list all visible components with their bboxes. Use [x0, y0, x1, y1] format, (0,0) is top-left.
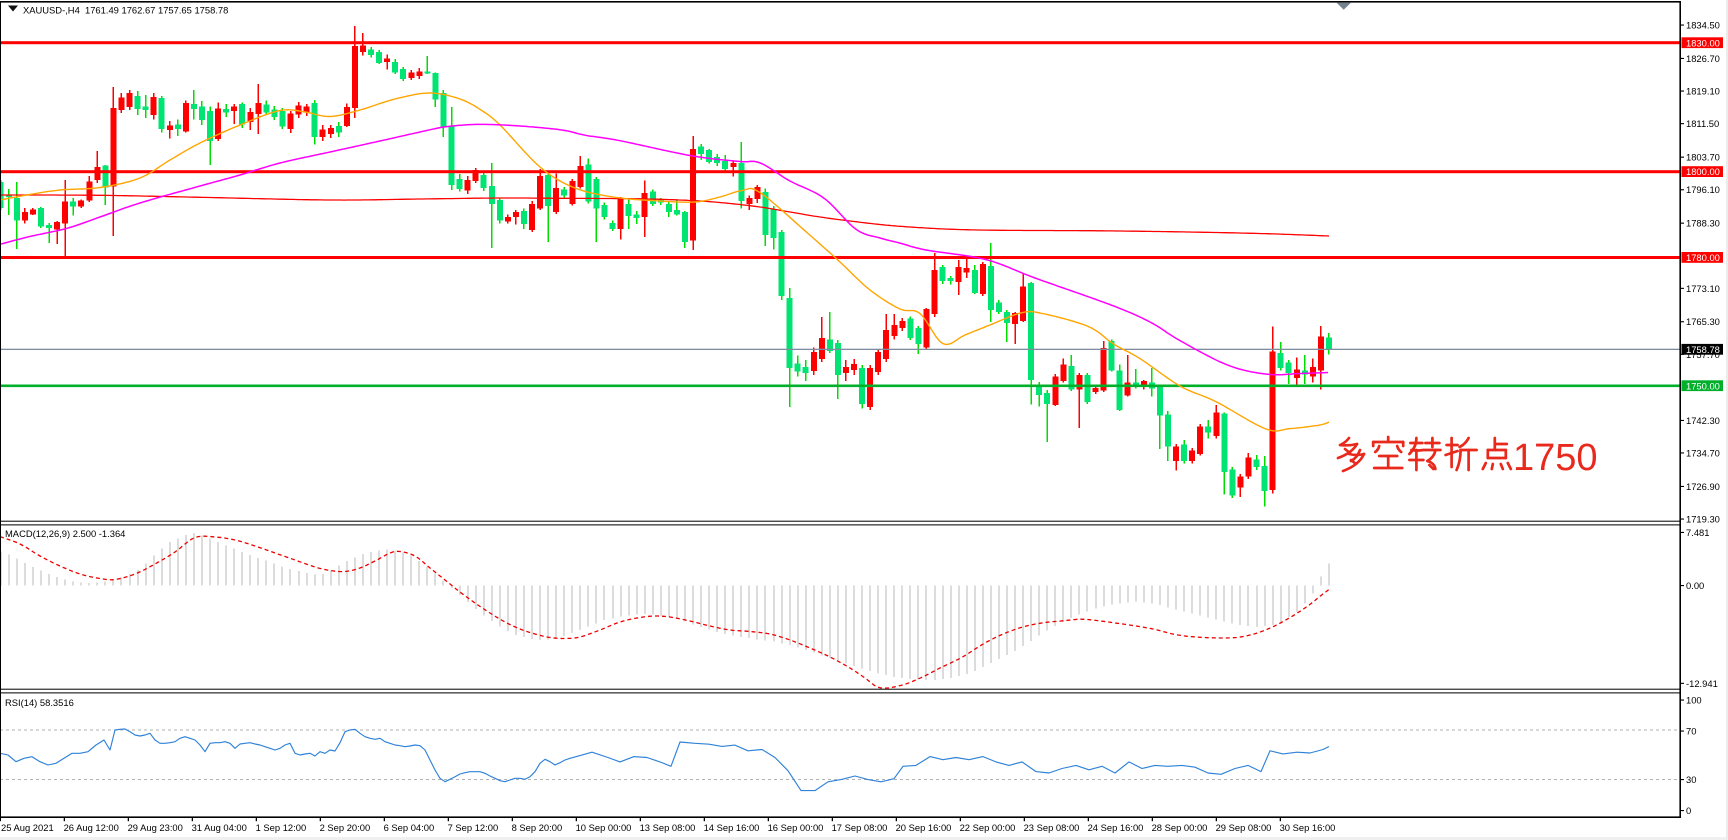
svg-text:100: 100	[1686, 695, 1702, 706]
svg-text:1788.30: 1788.30	[1686, 218, 1720, 229]
svg-text:1796.10: 1796.10	[1686, 184, 1720, 195]
svg-text:30: 30	[1686, 774, 1696, 785]
svg-text:1 Sep 12:00: 1 Sep 12:00	[256, 822, 307, 833]
svg-text:29 Aug 23:00: 29 Aug 23:00	[128, 822, 183, 833]
svg-text:1773.10: 1773.10	[1686, 283, 1720, 294]
svg-text:1742.30: 1742.30	[1686, 415, 1720, 426]
svg-text:1803.70: 1803.70	[1686, 152, 1720, 163]
svg-text:0.00: 0.00	[1686, 580, 1704, 591]
svg-text:6 Sep 04:00: 6 Sep 04:00	[384, 822, 435, 833]
svg-text:22 Sep 00:00: 22 Sep 00:00	[960, 822, 1016, 833]
svg-text:7 Sep 12:00: 7 Sep 12:00	[448, 822, 499, 833]
svg-text:1830.00: 1830.00	[1686, 37, 1720, 48]
svg-text:1826.70: 1826.70	[1686, 53, 1720, 64]
svg-text:23 Sep 08:00: 23 Sep 08:00	[1024, 822, 1080, 833]
svg-text:1758.78: 1758.78	[1686, 344, 1720, 355]
svg-text:20 Sep 16:00: 20 Sep 16:00	[896, 822, 952, 833]
svg-text:29 Sep 08:00: 29 Sep 08:00	[1216, 822, 1272, 833]
svg-text:0: 0	[1686, 805, 1691, 816]
svg-text:30 Sep 16:00: 30 Sep 16:00	[1280, 822, 1336, 833]
svg-text:MACD(12,26,9) 2.500 -1.364: MACD(12,26,9) 2.500 -1.364	[5, 528, 125, 539]
svg-text:1750.00: 1750.00	[1686, 380, 1720, 391]
svg-text:31 Aug 04:00: 31 Aug 04:00	[192, 822, 247, 833]
svg-text:17 Sep 08:00: 17 Sep 08:00	[832, 822, 888, 833]
svg-text:1780.00: 1780.00	[1686, 252, 1720, 263]
svg-text:28 Sep 00:00: 28 Sep 00:00	[1152, 822, 1208, 833]
svg-text:24 Sep 16:00: 24 Sep 16:00	[1088, 822, 1144, 833]
svg-text:1800.00: 1800.00	[1686, 166, 1720, 177]
svg-text:10 Sep 00:00: 10 Sep 00:00	[576, 822, 632, 833]
svg-text:16 Sep 00:00: 16 Sep 00:00	[768, 822, 824, 833]
svg-text:1734.70: 1734.70	[1686, 447, 1720, 458]
svg-text:1719.30: 1719.30	[1686, 514, 1720, 525]
svg-text:1726.90: 1726.90	[1686, 481, 1720, 492]
svg-text:RSI(14) 58.3516: RSI(14) 58.3516	[5, 697, 74, 708]
svg-text:7.481: 7.481	[1686, 527, 1709, 538]
svg-text:1750: 1750	[1513, 437, 1598, 479]
svg-text:2 Sep 20:00: 2 Sep 20:00	[320, 822, 371, 833]
svg-text:70: 70	[1686, 726, 1696, 737]
svg-text:XAUUSD-,H4 1761.49 1762.67 17: XAUUSD-,H4 1761.49 1762.67 1757.65 1758.…	[23, 5, 228, 16]
svg-text:-12.941: -12.941	[1686, 678, 1718, 689]
svg-text:1811.50: 1811.50	[1686, 118, 1719, 129]
svg-text:13 Sep 08:00: 13 Sep 08:00	[640, 822, 696, 833]
svg-text:26 Aug 12:00: 26 Aug 12:00	[64, 822, 119, 833]
svg-text:1765.30: 1765.30	[1686, 316, 1720, 327]
svg-text:1834.50: 1834.50	[1686, 20, 1720, 31]
svg-text:8 Sep 20:00: 8 Sep 20:00	[512, 822, 563, 833]
svg-text:1819.10: 1819.10	[1686, 86, 1720, 97]
svg-text:25 Aug 2021: 25 Aug 2021	[1, 822, 54, 833]
svg-text:14 Sep 16:00: 14 Sep 16:00	[704, 822, 760, 833]
